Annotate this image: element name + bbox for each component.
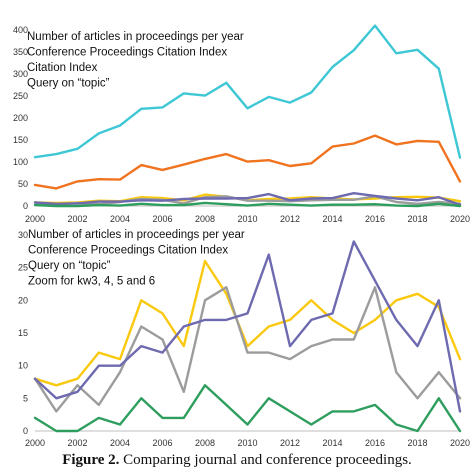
series-line-2 xyxy=(33,286,462,413)
y-tick-label: 0 xyxy=(23,426,28,436)
x-tick-label: 2006 xyxy=(152,438,172,448)
y-tick-label: 25 xyxy=(18,263,28,273)
series-line-4 xyxy=(33,384,462,433)
x-tick-label: 2002 xyxy=(67,214,87,224)
x-tick-label: 2004 xyxy=(110,438,130,448)
x-tick-label: 2014 xyxy=(322,438,342,448)
series-line-5 xyxy=(33,191,462,206)
y-tick-label: 150 xyxy=(13,135,28,145)
x-tick-label: 2010 xyxy=(237,438,257,448)
chart-annotation: Conference Proceedings Citation Index xyxy=(27,47,227,59)
chart-annotation: Query on “topic” xyxy=(28,260,111,272)
y-tick-label: 10 xyxy=(18,361,28,371)
x-tick-label: 2006 xyxy=(152,214,172,224)
y-tick-label: 250 xyxy=(13,91,28,101)
y-tick-label: 50 xyxy=(18,179,28,189)
y-tick-label: 15 xyxy=(18,328,28,338)
x-tick-label: 2004 xyxy=(110,214,130,224)
chart-annotation: Citation Index xyxy=(27,62,98,74)
y-tick-label: 0 xyxy=(23,201,28,211)
chart-annotation: Number of articles in proceedings per ye… xyxy=(27,31,244,43)
x-tick-label: 2020 xyxy=(450,438,470,448)
x-tick-label: 2000 xyxy=(25,214,45,224)
x-tick-label: 2020 xyxy=(450,214,470,224)
y-tick-label: 20 xyxy=(18,295,28,305)
chart-annotation: Conference Proceedings Citation Index xyxy=(28,245,228,257)
x-tick-label: 2002 xyxy=(67,438,87,448)
x-tick-label: 2016 xyxy=(365,438,385,448)
x-tick-label: 2008 xyxy=(195,438,215,448)
series-line-3 xyxy=(33,240,462,413)
series-line-6 xyxy=(33,201,462,208)
chart-panel-1: 0 50 100 150 200 250 300 350 400 2000 2002 2004 2006… xyxy=(13,24,470,224)
x-tick-label: 2014 xyxy=(322,214,342,224)
y-tick-label: 350 xyxy=(13,47,28,57)
x-tick-label: 2018 xyxy=(407,438,427,448)
x-tick-label: 2010 xyxy=(237,214,257,224)
y-tick-label: 300 xyxy=(13,69,28,79)
figure-caption: Figure 2. Comparing journal and conferen… xyxy=(0,452,474,469)
caption-label: Figure 2. xyxy=(62,452,120,468)
chart-panel-2: 0 5 10 15 20 25 30 2000 2002 2004 2006 2008 2010 2012… xyxy=(18,229,470,448)
y-tick-label: 5 xyxy=(23,393,28,403)
y-tick-label: 200 xyxy=(13,113,28,123)
y-tick-label: 30 xyxy=(18,230,28,240)
y-tick-label: 100 xyxy=(13,157,28,167)
series-line-4 xyxy=(33,195,462,206)
x-tick-label: 2008 xyxy=(195,214,215,224)
caption-text: Comparing journal and conference proceed… xyxy=(119,452,412,468)
y-tick-label: 400 xyxy=(13,25,28,35)
chart-annotation: Zoom for kw3, 4, 5 and 6 xyxy=(28,276,155,288)
x-tick-label: 2016 xyxy=(365,214,385,224)
x-tick-label: 2018 xyxy=(407,214,427,224)
series-line-2 xyxy=(33,134,462,190)
chart-annotation: Query on “topic” xyxy=(27,78,110,90)
x-tick-label: 2000 xyxy=(25,438,45,448)
x-tick-label: 2012 xyxy=(280,214,300,224)
x-tick-label: 2012 xyxy=(280,438,300,448)
chart-annotation: Number of articles in proceedings per ye… xyxy=(28,229,245,241)
series-line-1 xyxy=(33,24,462,159)
